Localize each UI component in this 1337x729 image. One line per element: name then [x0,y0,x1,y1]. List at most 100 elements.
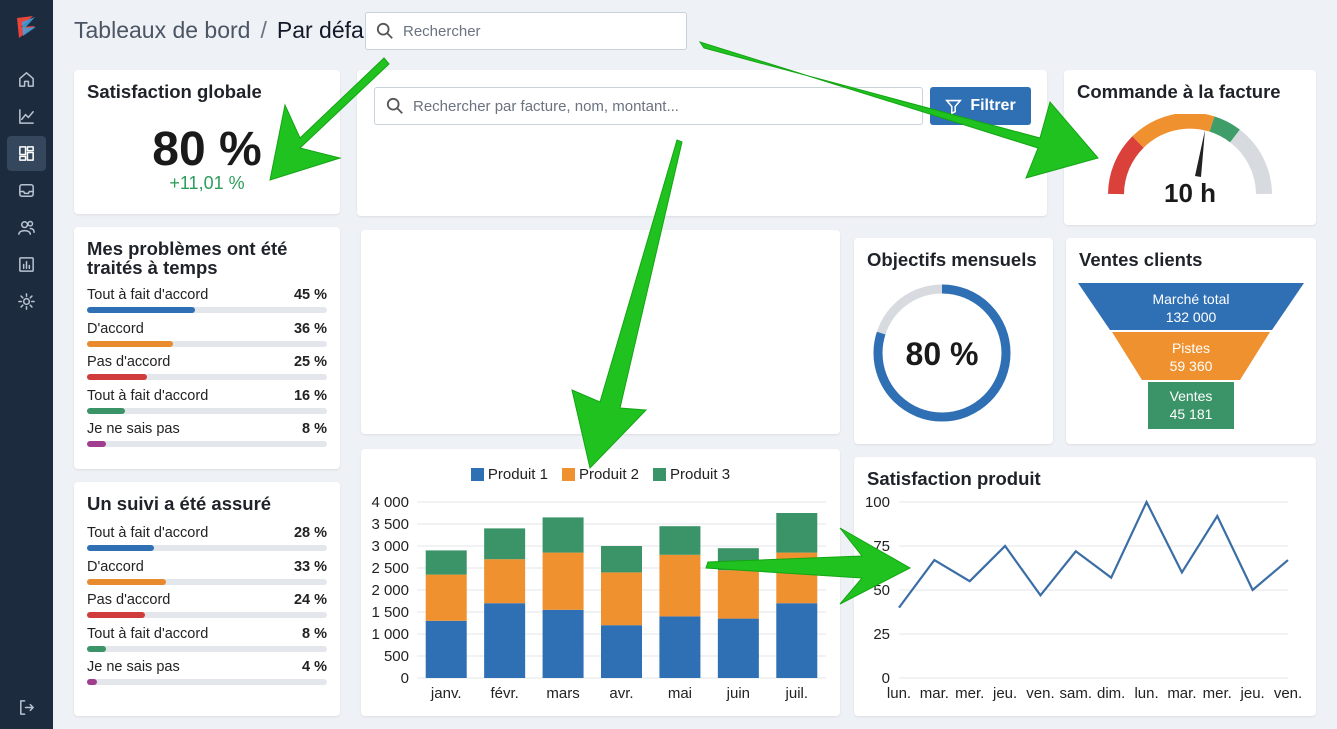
progress-track [87,441,327,447]
bar-segment[interactable] [542,517,584,553]
invoice-search[interactable] [374,87,923,125]
satisfaction-globale-card: Satisfaction globale 80 % +11,01 % [74,70,340,214]
bar-segment[interactable] [776,513,818,553]
row-label: D'accord [87,558,144,575]
row-label: Je ne sais pas [87,421,180,437]
progress-fill [87,441,107,447]
card-title: Mes problèmes ont été traités à temps [87,238,288,278]
bar-segment[interactable] [659,616,701,678]
funnel-stage-3: Ventes 45 181 [1169,388,1213,422]
satisfaction-delta: +11,01 % [169,173,245,193]
progress-track [87,340,327,347]
sidebar-item-users[interactable] [7,210,46,245]
row-percent: 33 % [293,558,327,575]
sidebar-item-analytics[interactable] [7,99,46,134]
y-tick-label: 50 [873,582,890,599]
line-chart: 0 25 50 75 100 lun. mar. mer. jeu. ven. sam. dim. lu… [865,494,1302,702]
satisfaction-value: 80 % [152,123,262,176]
progress-fill [87,374,147,380]
bar-segment[interactable] [717,548,759,571]
progress-fill [87,407,126,414]
gauge-value: 10 h [1163,178,1217,208]
y-tick-label: 0 [401,670,409,687]
x-tick-label: lun. [887,685,911,702]
y-tick-label: 2 000 [371,582,409,599]
bar-segment[interactable] [542,609,584,678]
card-title: Objectifs mensuels [867,249,1037,270]
y-tick-label: 4 000 [371,494,409,511]
header-search[interactable] [365,12,687,50]
objectifs-ring [873,284,1011,422]
breadcrumb: Tableaux de bord / Par défaut [74,17,383,44]
bar-segment[interactable] [659,554,701,617]
filter-icon [945,99,963,115]
bar-segment[interactable] [484,528,526,560]
progress-track [87,612,327,618]
gauge-needle [1195,130,1205,177]
legend-swatch [561,468,575,481]
bar-segment[interactable] [717,570,759,619]
card-title: Satisfaction globale [87,81,262,102]
funnel-stage-1: Marché total 132 000 [1152,291,1230,325]
sidebar-item-reports[interactable] [7,247,46,282]
sidebar-item-dashboards[interactable] [7,136,46,171]
ventes-clients-card: Ventes clients Marché total 132 000 Pist… [1066,238,1316,444]
bar-segment[interactable] [659,526,701,555]
x-tick-label: jeu. [1240,685,1265,702]
progress-track [87,407,327,414]
row-label: Pas d'accord [87,354,171,370]
y-tick-label: 100 [865,494,890,511]
bar-segment[interactable] [484,603,526,678]
sales-funnel [1078,283,1304,429]
legend-item[interactable]: Produit 2 [561,466,639,483]
bar-segment[interactable] [717,618,759,678]
funnel-stage-2: Pistes 59 360 [1169,340,1213,374]
row-percent: 25 % [293,354,327,370]
x-tick-label: sam. [1060,685,1093,702]
legend-swatch [653,468,667,481]
x-tick-label: mar. [1167,685,1196,702]
gauge [1108,114,1272,195]
bar-segment[interactable] [425,550,467,575]
row-percent: 16 % [293,387,327,404]
bar-segment[interactable] [425,620,467,678]
series-line[interactable] [898,499,1289,609]
search-input[interactable] [403,22,667,40]
bar-segment[interactable] [601,625,642,678]
legend-label: Produit 3 [670,466,731,483]
legend-item[interactable]: Produit 3 [653,466,730,483]
bar-segment[interactable] [425,574,467,621]
x-tick-label: janv. [430,685,462,702]
sidebar-item-home[interactable] [7,62,46,97]
bar-segment[interactable] [542,552,584,610]
legend-item[interactable]: Produit 1 [470,466,548,483]
sidebar-item-settings[interactable] [7,284,46,319]
x-tick-label: jeu. [992,685,1017,702]
sidebar-item-inbox[interactable] [7,173,46,208]
breadcrumb-root[interactable]: Tableaux de bord [74,17,251,43]
row-percent: 8 % [302,625,327,642]
progress-fill [87,307,195,313]
x-tick-label: mer. [955,685,984,702]
x-tick-label: juin [726,685,750,702]
invoice-search-input[interactable] [413,97,869,115]
progress-track [87,545,327,551]
progress-track [87,307,327,313]
legend-label: Produit 1 [487,466,548,483]
users-icon [18,220,35,235]
bar-segment[interactable] [601,546,642,573]
progress-track [87,374,327,380]
row-label: Je ne sais pas [87,659,180,675]
progress-fill [87,612,145,618]
x-tick-label: ven. [1026,685,1054,702]
breadcrumb-separator: / [260,17,267,43]
bar-segment[interactable] [776,552,818,604]
bar-segment[interactable] [601,572,642,626]
sidebar-item-logout[interactable] [7,690,46,725]
bar-segment[interactable] [776,603,818,678]
bar-segment[interactable] [484,559,526,604]
x-tick-label: avr. [609,685,633,702]
app-logo[interactable] [13,14,39,40]
filter-button[interactable]: Filtrer [930,87,1031,125]
row-percent: 24 % [293,592,327,608]
